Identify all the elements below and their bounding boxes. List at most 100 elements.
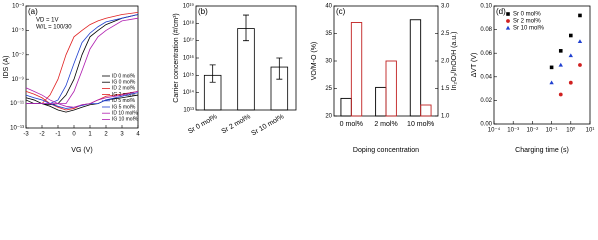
x-tick-label: 0 mol% bbox=[340, 121, 363, 128]
annotation: W/L = 100/30 bbox=[36, 25, 72, 31]
x-axis-label: Doping concentration bbox=[353, 147, 419, 154]
y-tick-label: 20 bbox=[325, 114, 332, 120]
bar bbox=[409, 19, 422, 117]
x-tick-label: -3 bbox=[23, 132, 29, 138]
point bbox=[558, 49, 563, 53]
y-tick-label: 0.02 bbox=[480, 98, 492, 104]
annotation: VD = 1V bbox=[36, 18, 59, 24]
y-axis-label: IDS (A) bbox=[3, 56, 10, 79]
y-tick-label: 40 bbox=[325, 4, 332, 10]
panel-label: (c) bbox=[336, 7, 346, 16]
x-tick-label: 10⁻⁴ bbox=[488, 127, 501, 134]
line-series bbox=[25, 87, 139, 108]
x-tick-label: 1 bbox=[88, 132, 92, 138]
y-tick-label: 2.5 bbox=[441, 31, 450, 37]
y-tick-label: 0.08 bbox=[480, 27, 492, 33]
legend-label: Sr 2 mol% bbox=[513, 19, 541, 25]
point bbox=[549, 65, 554, 70]
x-tick-label: 10⁻² bbox=[526, 128, 538, 134]
plot-frame bbox=[493, 5, 591, 125]
point bbox=[568, 80, 573, 85]
x-tick-label: 3 bbox=[120, 132, 124, 138]
y-tick-label: 0.10 bbox=[480, 4, 492, 10]
y-axis-label: VO/M-O (%) bbox=[311, 42, 318, 81]
bar bbox=[350, 22, 363, 117]
y-tick-label: 10⁻⁵ bbox=[12, 27, 25, 34]
y-tick-label: 2.0 bbox=[441, 59, 450, 65]
y-tick-label: 10⁻⁷ bbox=[12, 51, 24, 58]
y-tick-label: 0.00 bbox=[480, 122, 492, 128]
line-series bbox=[25, 91, 139, 111]
bar bbox=[375, 86, 387, 117]
panel-label: (a) bbox=[28, 7, 38, 16]
x-tick-label: 10⁻³ bbox=[507, 128, 519, 134]
y-tick-label: 10⁻¹³ bbox=[10, 126, 24, 132]
y-tick-label: 10⁻³ bbox=[12, 4, 24, 10]
x-axis-label: VG (V) bbox=[71, 147, 92, 154]
legend-label: IG 0 mol% bbox=[112, 80, 136, 86]
bar bbox=[385, 60, 397, 117]
y-tick-label: 0.06 bbox=[480, 51, 492, 57]
y2-axis-label: In₂O₃/InOOH (a.u.) bbox=[451, 32, 458, 91]
legend-label: ID 10 mol% bbox=[112, 111, 138, 117]
x-tick-label: Sr 0 mol% bbox=[187, 113, 218, 135]
point bbox=[558, 92, 563, 97]
legend-label: ID 2 mol% bbox=[112, 86, 136, 92]
point bbox=[558, 62, 563, 67]
error-bar bbox=[209, 64, 216, 83]
x-tick-label: 10⁰ bbox=[566, 127, 576, 134]
plot-frame bbox=[25, 5, 139, 129]
x-tick-label: 0 bbox=[72, 132, 76, 138]
y-tick-label: 10⁻⁹ bbox=[12, 76, 25, 83]
y-tick-label: 10¹⁵ bbox=[183, 72, 195, 79]
point bbox=[577, 39, 583, 43]
line-series bbox=[26, 17, 139, 104]
bar bbox=[340, 97, 352, 117]
y-tick-label: 25 bbox=[325, 86, 332, 92]
legend-marker bbox=[506, 19, 510, 23]
x-tick-label: 10¹ bbox=[586, 128, 595, 134]
y-tick-label: 10⁻¹¹ bbox=[10, 101, 24, 107]
point bbox=[569, 33, 573, 38]
panel-label: (d) bbox=[496, 7, 506, 16]
error-bar bbox=[243, 14, 249, 42]
y-tick-label: 1.0 bbox=[441, 114, 450, 120]
point bbox=[568, 53, 573, 58]
legend-marker bbox=[505, 25, 511, 30]
x-tick-label: -2 bbox=[39, 132, 45, 138]
legend-marker bbox=[506, 12, 510, 16]
y-axis-label: Carrier concentration (#/cm³) bbox=[173, 13, 180, 102]
x-tick-label: 10 mol% bbox=[407, 121, 434, 128]
y-tick-label: 10¹⁹ bbox=[183, 3, 195, 10]
x-tick-label: 4 bbox=[136, 132, 140, 138]
legend-label: Sr 10 mol% bbox=[513, 26, 545, 32]
x-tick-label: Sr 10 mol% bbox=[250, 113, 285, 137]
legend-label: IG 10 mol% bbox=[112, 117, 139, 123]
x-axis-label: Charging time (s) bbox=[515, 147, 569, 154]
y-tick-label: 30 bbox=[325, 59, 332, 65]
y-tick-label: 10¹⁴ bbox=[183, 89, 195, 96]
y-tick-label: 10¹³ bbox=[183, 108, 194, 114]
panel-label: (b) bbox=[198, 7, 208, 16]
y-axis-label: ΔVT (V) bbox=[471, 53, 478, 78]
x-tick-label: 2 mol% bbox=[374, 121, 397, 128]
y-tick-label: 0.04 bbox=[480, 74, 492, 80]
x-tick-label: 2 bbox=[104, 132, 108, 138]
legend-label: Sr 0 mol% bbox=[513, 12, 541, 18]
y-tick-label: 3.0 bbox=[441, 4, 450, 10]
legend-label: ID 5 mol% bbox=[112, 98, 136, 104]
point bbox=[549, 80, 554, 85]
x-tick-label: 10⁻¹ bbox=[546, 128, 558, 134]
point bbox=[578, 13, 582, 18]
y-tick-label: 10¹⁶ bbox=[183, 55, 195, 62]
point bbox=[578, 63, 582, 67]
y-tick-label: 35 bbox=[325, 31, 332, 37]
y-tick-label: 10¹⁸ bbox=[183, 20, 195, 27]
x-tick-label: Sr 2 mol% bbox=[220, 113, 251, 135]
y-tick-label: 1.5 bbox=[441, 86, 450, 92]
error-bar bbox=[276, 57, 283, 80]
legend-label: ID 0 mol% bbox=[112, 73, 136, 79]
y-tick-label: 10¹⁷ bbox=[183, 37, 194, 44]
x-tick-label: -1 bbox=[55, 132, 61, 138]
legend-label: IG 5 mol% bbox=[112, 104, 136, 110]
